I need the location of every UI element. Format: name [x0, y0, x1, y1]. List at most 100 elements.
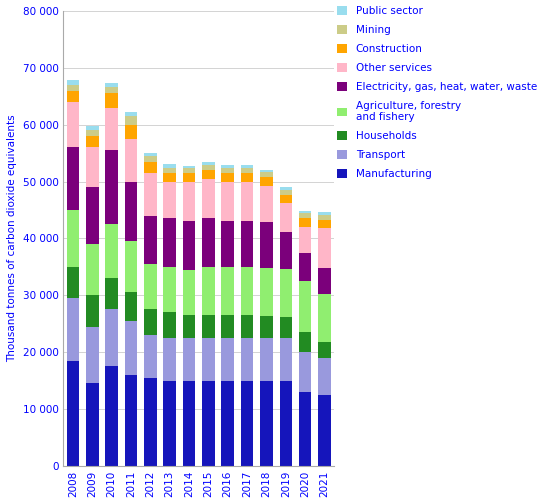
Bar [202, 179, 215, 218]
Bar [202, 267, 215, 315]
Bar [183, 166, 195, 168]
Bar [144, 377, 157, 466]
Bar [280, 381, 292, 466]
Bar [125, 181, 137, 241]
Bar [202, 162, 215, 165]
Bar [260, 381, 273, 466]
Bar [67, 361, 79, 466]
Bar [125, 292, 137, 321]
Bar [86, 384, 99, 466]
Bar [163, 173, 176, 181]
Bar [86, 147, 99, 187]
Bar [144, 153, 157, 156]
Bar [125, 375, 137, 466]
Bar [299, 352, 312, 392]
Bar [183, 270, 195, 315]
Bar [241, 173, 253, 181]
Bar [299, 281, 312, 332]
Y-axis label: Thousand tonnes of carbon dioxide equivalents: Thousand tonnes of carbon dioxide equiva… [7, 114, 17, 362]
Bar [222, 315, 234, 338]
Bar [280, 317, 292, 338]
Bar [202, 165, 215, 170]
Bar [163, 218, 176, 267]
Bar [280, 269, 292, 317]
Bar [260, 177, 273, 185]
Bar [67, 85, 79, 91]
Bar [299, 392, 312, 466]
Bar [105, 150, 118, 224]
Bar [125, 112, 137, 116]
Bar [222, 221, 234, 267]
Bar [144, 309, 157, 335]
Bar [241, 267, 253, 315]
Bar [67, 210, 79, 267]
Bar [144, 162, 157, 173]
Bar [318, 293, 331, 342]
Bar [222, 168, 234, 173]
Bar [318, 228, 331, 268]
Bar [241, 381, 253, 466]
Bar [318, 220, 331, 228]
Bar [105, 366, 118, 466]
Bar [144, 335, 157, 377]
Bar [318, 215, 331, 220]
Bar [260, 338, 273, 381]
Bar [318, 395, 331, 466]
Bar [318, 358, 331, 395]
Bar [67, 147, 79, 210]
Bar [222, 338, 234, 381]
Bar [125, 241, 137, 292]
Bar [86, 131, 99, 136]
Bar [144, 216, 157, 264]
Bar [280, 338, 292, 381]
Bar [260, 222, 273, 268]
Bar [163, 168, 176, 173]
Bar [183, 338, 195, 381]
Bar [125, 321, 137, 375]
Bar [67, 102, 79, 147]
Bar [105, 108, 118, 150]
Bar [318, 268, 331, 293]
Bar [105, 93, 118, 108]
Bar [202, 338, 215, 381]
Bar [260, 172, 273, 177]
Bar [299, 253, 312, 281]
Bar [144, 173, 157, 216]
Bar [163, 267, 176, 312]
Bar [105, 87, 118, 93]
Bar [260, 268, 273, 317]
Bar [202, 170, 215, 179]
Bar [222, 267, 234, 315]
Bar [202, 218, 215, 267]
Bar [318, 212, 331, 215]
Bar [318, 342, 331, 358]
Bar [125, 116, 137, 124]
Bar [86, 295, 99, 327]
Bar [241, 221, 253, 267]
Bar [280, 190, 292, 195]
Bar [280, 187, 292, 190]
Bar [222, 173, 234, 181]
Bar [86, 327, 99, 384]
Bar [163, 381, 176, 466]
Bar [202, 315, 215, 338]
Bar [299, 211, 312, 213]
Bar [183, 168, 195, 173]
Legend: Public sector, Mining, Construction, Other services, Electricity, gas, heat, wat: Public sector, Mining, Construction, Oth… [337, 7, 537, 179]
Bar [183, 315, 195, 338]
Bar [299, 218, 312, 227]
Bar [280, 203, 292, 231]
Bar [260, 169, 273, 172]
Bar [163, 312, 176, 338]
Bar [241, 181, 253, 221]
Bar [125, 124, 137, 139]
Bar [260, 185, 273, 222]
Bar [222, 181, 234, 221]
Bar [86, 187, 99, 244]
Bar [125, 139, 137, 181]
Bar [299, 332, 312, 352]
Bar [67, 80, 79, 85]
Bar [144, 264, 157, 309]
Bar [299, 227, 312, 253]
Bar [105, 83, 118, 87]
